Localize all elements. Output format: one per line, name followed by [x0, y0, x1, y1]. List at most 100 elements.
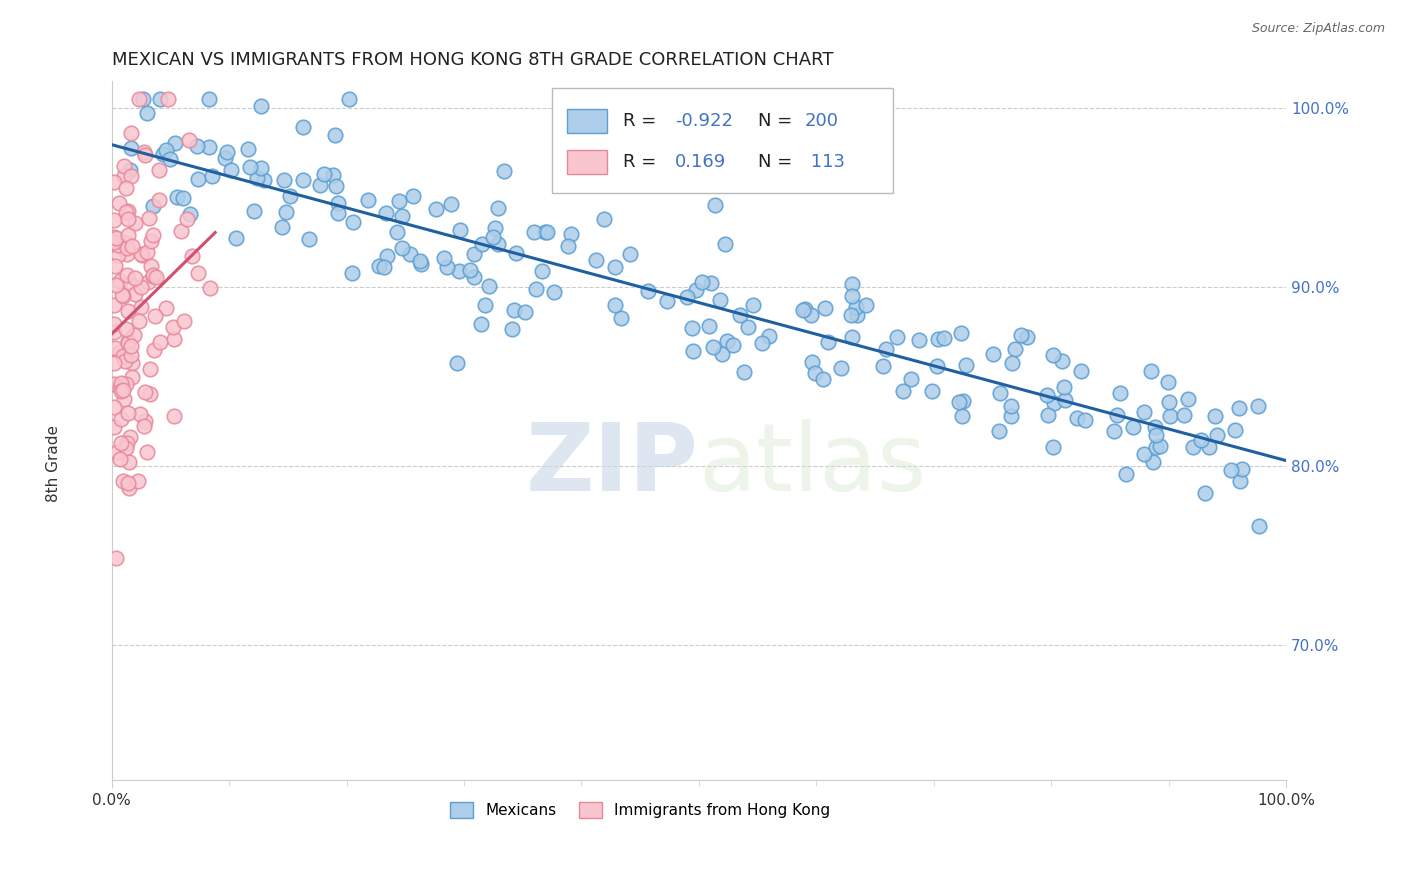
Point: [136, 275, 159, 289]
Point: [340, 266, 363, 280]
Point: [103, 175, 125, 189]
Point: [128, 314, 150, 328]
Point: [710, 347, 733, 361]
Point: [291, 120, 314, 135]
Point: [1000, 400, 1022, 414]
Point: [927, 332, 949, 346]
Point: [117, 336, 139, 351]
Point: [103, 325, 125, 339]
Point: [1053, 380, 1076, 394]
Point: [1004, 343, 1026, 357]
Point: [200, 281, 222, 295]
Point: [891, 384, 914, 398]
Point: [120, 348, 142, 362]
Point: [474, 298, 496, 312]
Point: [104, 551, 127, 566]
Point: [104, 231, 127, 245]
Point: [1038, 408, 1060, 422]
Point: [173, 314, 195, 328]
Point: [111, 288, 134, 302]
Point: [619, 246, 641, 260]
Point: [149, 334, 172, 349]
Point: [103, 376, 125, 391]
Point: [138, 211, 160, 226]
Point: [112, 169, 135, 183]
Point: [690, 275, 713, 289]
Point: [900, 371, 922, 385]
Point: [115, 247, 138, 261]
Point: [481, 230, 503, 244]
Point: [987, 424, 1010, 438]
Point: [149, 92, 172, 106]
Point: [117, 334, 139, 349]
Point: [115, 321, 138, 335]
Point: [801, 355, 824, 369]
Point: [110, 436, 132, 450]
FancyBboxPatch shape: [553, 88, 893, 193]
Point: [1010, 327, 1032, 342]
Point: [314, 167, 336, 181]
Point: [103, 213, 125, 227]
Point: [291, 173, 314, 187]
Point: [872, 359, 894, 374]
Point: [486, 201, 509, 215]
Point: [131, 248, 153, 262]
Point: [1000, 409, 1022, 423]
Text: atlas: atlas: [699, 419, 927, 511]
Point: [605, 260, 627, 274]
Point: [250, 161, 273, 175]
Point: [111, 349, 134, 363]
Text: R =: R =: [623, 112, 661, 130]
Point: [139, 362, 162, 376]
Point: [110, 345, 132, 359]
Point: [794, 302, 817, 317]
Point: [1249, 519, 1271, 533]
Point: [560, 227, 582, 241]
Point: [134, 385, 156, 400]
Text: MEXICAN VS IMMIGRANTS FROM HONG KONG 8TH GRADE CORRELATION CHART: MEXICAN VS IMMIGRANTS FROM HONG KONG 8TH…: [111, 51, 834, 69]
Point: [952, 393, 974, 408]
Legend: Mexicans, Immigrants from Hong Kong: Mexicans, Immigrants from Hong Kong: [444, 797, 837, 824]
Point: [446, 356, 468, 370]
Point: [107, 196, 129, 211]
Point: [325, 179, 347, 194]
Point: [274, 205, 297, 219]
Text: Source: ZipAtlas.com: Source: ZipAtlas.com: [1251, 22, 1385, 36]
Point: [741, 298, 763, 312]
Point: [543, 285, 565, 299]
Point: [103, 400, 125, 414]
Point: [494, 163, 516, 178]
Point: [112, 288, 135, 302]
Point: [524, 282, 547, 296]
Point: [107, 232, 129, 246]
Point: [131, 247, 153, 261]
Point: [121, 356, 143, 370]
Point: [112, 392, 135, 407]
Point: [270, 220, 292, 235]
Point: [134, 415, 156, 429]
Point: [326, 206, 349, 220]
Point: [955, 358, 977, 372]
Point: [129, 280, 152, 294]
Point: [186, 138, 208, 153]
Point: [425, 202, 447, 217]
Point: [675, 290, 697, 304]
Point: [163, 409, 186, 424]
Point: [142, 268, 165, 282]
Point: [181, 249, 204, 263]
Point: [1143, 419, 1166, 434]
Point: [131, 92, 153, 106]
Point: [219, 162, 242, 177]
Point: [1066, 411, 1088, 425]
Point: [950, 326, 973, 341]
Point: [702, 340, 724, 354]
Point: [1070, 363, 1092, 377]
Point: [637, 284, 659, 298]
Point: [1149, 439, 1171, 453]
Point: [139, 234, 162, 248]
Point: [157, 92, 180, 106]
Point: [751, 336, 773, 351]
Point: [214, 151, 236, 165]
Point: [179, 207, 201, 221]
Point: [697, 318, 720, 333]
